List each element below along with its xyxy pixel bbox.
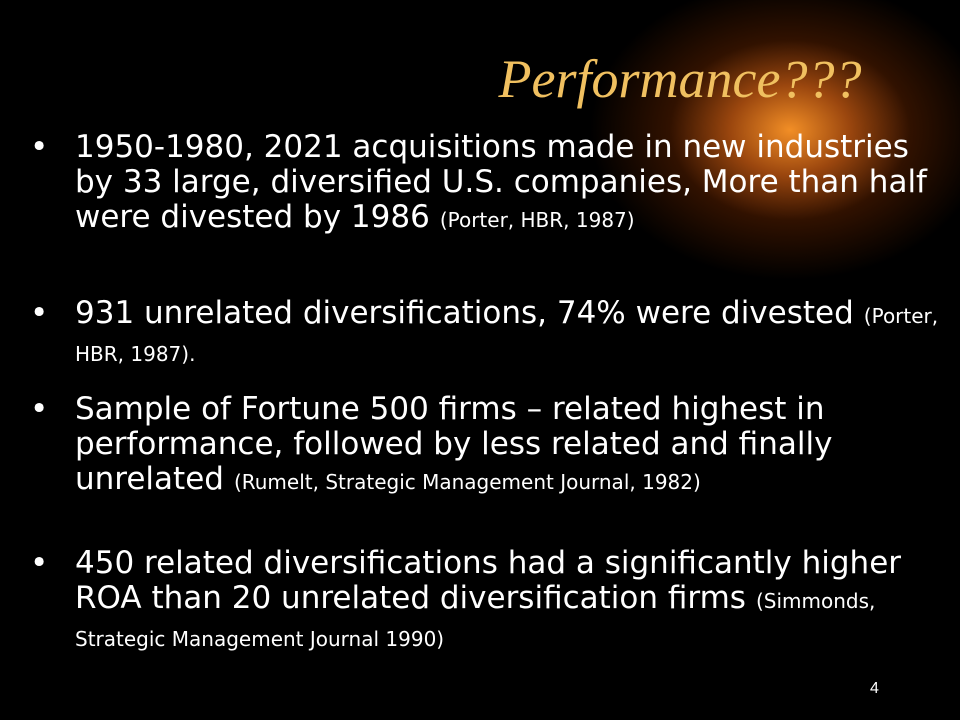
bullet-text: Sample of Fortune 500 firms – related hi… xyxy=(75,391,833,497)
citation: (Porter, HBR, 1987) xyxy=(439,208,635,232)
citation: (Simmonds, Strategic Management Journal … xyxy=(75,589,876,651)
page-number: 4 xyxy=(870,680,879,697)
citation: (Porter, HBR, 1987). xyxy=(75,304,939,366)
bullet-text: 450 related diversifications had a signi… xyxy=(75,545,902,616)
slide-title: Performance??? xyxy=(498,49,862,109)
citation: (Rumelt, Strategic Management Journal, 1… xyxy=(233,470,701,494)
bullet-text: 931 unrelated diversifications, 74% were… xyxy=(75,295,854,331)
bullet: Sample of Fortune 500 firms – related hi… xyxy=(30,391,950,500)
bullet-text: 1950-1980, 2021 acquisitions made in new… xyxy=(75,129,927,235)
bullet: 450 related diversifications had a signi… xyxy=(30,545,950,657)
bullet: 931 unrelated diversifications, 74% were… xyxy=(30,295,950,372)
bullet: 1950-1980, 2021 acquisitions made in new… xyxy=(30,129,950,238)
